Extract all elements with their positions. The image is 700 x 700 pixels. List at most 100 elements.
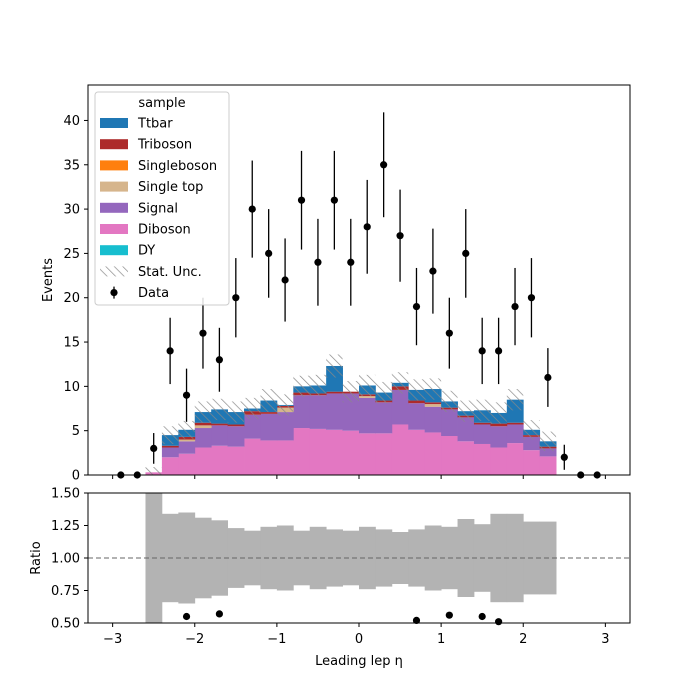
ratio-x-tick-label-0: −3 <box>103 632 122 647</box>
ratio-band-bin-14 <box>375 529 393 587</box>
bar-signal-bin-7 <box>260 413 278 441</box>
bar-diboson-bin-4 <box>211 445 229 475</box>
stat-unc-bin-14 <box>375 381 392 404</box>
bar-triboson-bin-20 <box>473 422 491 425</box>
data-point-20 <box>445 329 453 337</box>
data-point-21 <box>462 249 470 258</box>
data-point-12 <box>314 258 322 266</box>
data-point-5 <box>199 329 207 337</box>
bar-signal-bin-18 <box>441 409 458 436</box>
stacked-histogram <box>145 365 557 475</box>
y-tick-label-5: 25 <box>63 247 80 262</box>
data-point-13 <box>330 196 338 204</box>
data-point-3 <box>166 347 174 355</box>
bar-diboson-bin-1 <box>161 457 179 475</box>
legend-label-data: Data <box>138 286 169 301</box>
stat-uncertainty-band <box>145 354 557 475</box>
bar-signal-bin-19 <box>457 417 475 442</box>
y-tick-label-7: 35 <box>63 158 80 173</box>
stat-unc-bin-10 <box>309 374 327 397</box>
legend-frame <box>94 91 230 306</box>
data-point-17 <box>396 232 404 240</box>
data-points <box>117 112 601 479</box>
data-point-19 <box>429 267 437 275</box>
bar-triboson-bin-11 <box>326 391 343 394</box>
bar-signal-bin-2 <box>178 441 196 454</box>
ratio-panel: 0.50 0.75 1.00 1.25 1.50 −3 −2 −1 0 1 2 3 Ratio Le… <box>29 487 631 669</box>
ratio-y-tick-label-0: 0.50 <box>51 617 80 632</box>
stat-unc-bin-1 <box>161 426 179 444</box>
stat-unc-bin-2 <box>178 420 195 439</box>
bar-signal-bin-6 <box>244 414 261 439</box>
stat-unc-bin-11 <box>326 354 343 378</box>
ratio-y-tick-label-3: 1.25 <box>51 519 80 534</box>
bar-triboson-bin-22 <box>506 422 524 425</box>
y-tick-label-0: 0 <box>72 469 80 484</box>
data-point-14 <box>347 258 355 266</box>
ratio-band-bin-8 <box>276 525 294 591</box>
stat-unc-bin-19 <box>457 400 474 422</box>
ratio-point-3 <box>445 611 453 619</box>
ratio-y-tick-label-1: 0.75 <box>51 584 80 599</box>
ratio-y-tick-label-4: 1.50 <box>51 487 80 502</box>
bar-single-top-bin-17 <box>424 404 442 407</box>
bar-diboson-bin-23 <box>523 450 541 475</box>
stat-unc-bin-20 <box>473 399 491 421</box>
stat-unc-bin-12 <box>342 381 359 403</box>
y-axis-ticks: 0 5 10 15 20 25 30 35 40 <box>63 114 88 484</box>
ratio-x-tick-label-6: 3 <box>601 632 609 647</box>
legend-swatch-singleboson <box>100 160 128 171</box>
bar-diboson-bin-10 <box>309 428 327 475</box>
bar-triboson-bin-4 <box>211 423 229 426</box>
legend: sample Ttbar Triboson Singleboson Single top… <box>94 91 230 306</box>
stat-unc-bin-23 <box>523 420 540 440</box>
bar-diboson-bin-16 <box>408 429 426 475</box>
bar-single-top-bin-2 <box>178 439 196 442</box>
bar-diboson-bin-22 <box>506 443 524 475</box>
ratio-y-tick-label-2: 1.00 <box>51 552 80 567</box>
y-tick-label-2: 10 <box>63 380 80 395</box>
bar-triboson-bin-7 <box>260 412 278 414</box>
bar-signal-bin-12 <box>342 393 360 431</box>
legend-label-single-top: Single top <box>138 180 203 195</box>
bar-signal-bin-14 <box>375 402 393 434</box>
bar-diboson-bin-8 <box>276 440 294 475</box>
ratio-x-tick-label-1: −2 <box>185 632 204 647</box>
ratio-point-5 <box>495 618 503 626</box>
ratio-x-tick-label-3: 0 <box>355 632 363 647</box>
bar-signal-bin-17 <box>424 406 442 433</box>
ratio-y-axis-label: Ratio <box>29 541 44 574</box>
legend-swatch-signal <box>100 202 128 213</box>
bar-diboson-bin-5 <box>227 446 245 475</box>
stat-unc-bin-22 <box>506 389 524 411</box>
bar-diboson-bin-18 <box>441 436 458 475</box>
bar-diboson-bin-17 <box>424 432 442 475</box>
ratio-x-tick-label-5: 2 <box>519 632 527 647</box>
stat-unc-bin-7 <box>260 389 277 413</box>
bar-signal-bin-15 <box>391 389 409 425</box>
data-point-23 <box>495 347 503 355</box>
stat-unc-bin-5 <box>227 401 245 423</box>
data-point-15 <box>363 223 371 231</box>
bar-signal-bin-24 <box>539 448 557 457</box>
bar-signal-bin-3 <box>194 428 212 448</box>
data-point-26 <box>544 373 552 382</box>
legend-title: sample <box>138 96 185 111</box>
bar-diboson-bin-21 <box>490 447 508 475</box>
bar-diboson-bin-9 <box>293 428 311 475</box>
y-tick-label-1: 5 <box>72 424 80 439</box>
bar-single-top-bin-13 <box>359 396 376 398</box>
data-point-16 <box>380 161 388 169</box>
ratio-point-0 <box>182 612 191 621</box>
main-histogram-panel: 0 5 10 15 20 25 30 35 40 Events sample Ttbar Tribo… <box>41 84 631 484</box>
data-point-9 <box>265 249 273 258</box>
stat-unc-bin-4 <box>211 398 228 421</box>
bar-diboson-bin-12 <box>342 430 360 475</box>
bar-triboson-bin-3 <box>194 422 212 426</box>
legend-label-signal: Signal <box>138 201 178 216</box>
data-point-27 <box>560 453 568 461</box>
bar-diboson-bin-14 <box>375 433 393 475</box>
ratio-band-bin-13 <box>359 526 376 590</box>
y-tick-label-3: 15 <box>63 336 80 351</box>
bar-single-top-bin-3 <box>194 425 212 429</box>
